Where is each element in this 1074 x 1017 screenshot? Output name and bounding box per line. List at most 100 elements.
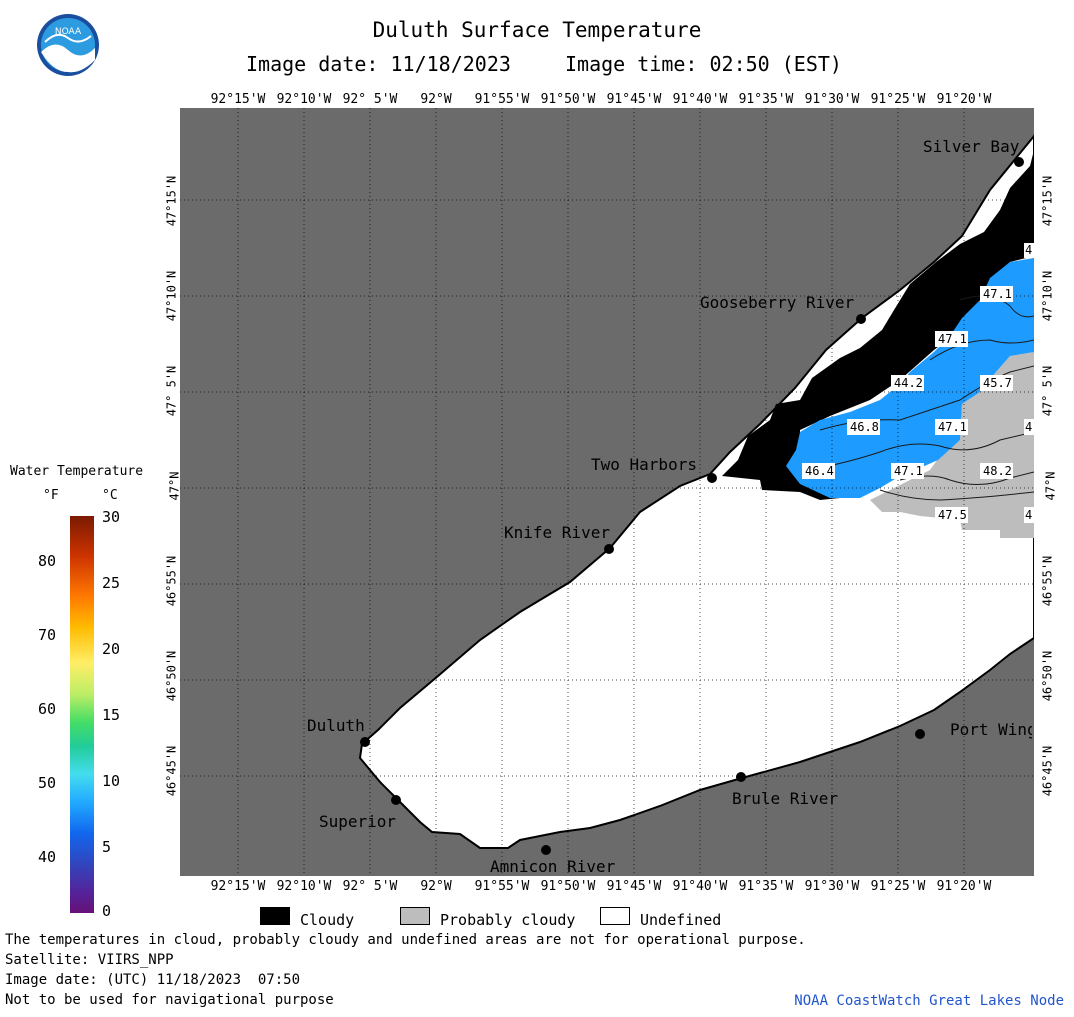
lat-label: 46°55'N [164,555,179,607]
legend-title: Water Temperature [10,464,144,479]
credit-link[interactable]: NOAA CoastWatch Great Lakes Node [794,993,1064,1009]
lon-label: 91°40'W [672,879,728,894]
lon-label: 91°30'W [804,92,860,107]
lat-label: 46°50'N [1040,650,1055,702]
marker-port-wing [915,729,925,739]
lon-label: 91°50'W [540,92,596,107]
temp-value: 44.2 [894,376,923,390]
lat-label: 46°50'N [164,650,179,702]
tick-f: 50 [38,774,57,792]
legend-label-cloudy: Cloudy [300,911,355,929]
lon-label: 91°55'W [474,92,530,107]
place-label-amnicon-river: Amnicon River [490,857,616,876]
lat-label: 47° 5'N [164,365,179,417]
footer-utc-date: Image date: (UTC) 11/18/2023 07:50 [5,972,301,988]
map-panel [180,108,1034,876]
legend-label-probably-cloudy: Probably cloudy [440,911,576,929]
legend-swatch-undefined [600,907,630,925]
image-date: Image date: 11/18/2023 [246,52,511,76]
lon-label: 92°W [420,92,452,107]
lat-label: 47°15'N [164,175,179,227]
temperature-colorbar [70,516,94,913]
lat-label: 47°10'N [1040,270,1055,322]
marker-silver-bay [1014,157,1024,167]
lon-label: 92°W [420,879,452,894]
temp-value: 47.1 [938,420,967,434]
marker-brule-river [736,772,746,782]
place-label-port-wing: Port Wing [950,720,1032,739]
lon-label: 91°50'W [540,879,596,894]
cloudy-area [722,150,1034,500]
temp-value: 47.1 [938,332,967,346]
marker-superior [391,795,401,805]
tick-f: 80 [38,552,57,570]
marker-duluth [360,737,370,747]
lon-label: 91°20'W [936,879,992,894]
lon-label: 91°55'W [474,879,530,894]
lon-label: 92°15'W [210,92,266,107]
place-label-duluth: Duluth [307,716,365,735]
place-label-superior: Superior [319,812,397,831]
lake-area [358,134,1034,849]
legend-label-undefined: Undefined [640,911,722,929]
probably-cloudy-area [870,352,1034,538]
lat-label: 46°55'N [1040,555,1055,607]
place-label-brule-river: Brule River [732,789,838,808]
unit-celsius: °C [102,488,118,503]
tick-f: 60 [38,700,57,718]
temp-value: 47.1 [983,287,1012,301]
lon-label: 92°10'W [276,879,332,894]
place-label-knife-river: Knife River [504,523,610,542]
lon-label: 91°25'W [870,879,926,894]
footer-satellite: Satellite: VIIRS_NPP [5,952,174,968]
footer-nav-note: Not to be used for navigational purpose [5,992,334,1008]
lon-label: 91°45'W [606,92,662,107]
tick-c: 10 [102,772,121,790]
tick-c: 0 [102,902,112,920]
marker-amnicon-river [541,845,551,855]
lon-label: 91°35'W [738,92,794,107]
lon-label: 91°30'W [804,879,860,894]
marker-gooseberry-river [856,314,866,324]
temp-value: 46.8 [850,420,879,434]
temp-value: 47.1 [894,464,923,478]
tick-c: 15 [102,706,121,724]
place-markers [360,157,1024,855]
legend-swatch-cloudy [260,907,290,925]
svg-text:NOAA: NOAA [55,27,82,37]
marker-two-harbors [707,473,717,483]
lon-label: 91°25'W [870,92,926,107]
grid-lines [180,108,1034,876]
lon-label: 91°45'W [606,879,662,894]
lat-label: 47°15'N [1040,175,1055,227]
temp-value: 4 [1025,420,1033,434]
tick-c: 25 [102,574,121,592]
lon-label: 92°15'W [210,879,266,894]
tick-c: 5 [102,838,112,856]
place-label-silver-bay: Silver Bay [923,137,1020,156]
lon-label: 92° 5'W [342,879,398,894]
marker-knife-river [604,544,614,554]
page-title: Duluth Surface Temperature [372,18,702,42]
footer-note-operational: The temperatures in cloud, probably clou… [5,932,806,948]
lat-label: 46°45'N [164,745,179,797]
unit-fahrenheit: °F [43,488,59,503]
lat-label: 47°10'N [164,270,179,322]
lon-label: 91°20'W [936,92,992,107]
lat-label: 46°45'N [1040,745,1055,797]
temp-value: 45.7 [983,376,1012,390]
temp-value: 4 [1025,243,1033,257]
lat-label: 47° 5'N [1040,365,1055,417]
legend-swatch-probably-cloudy [400,907,430,925]
lat-label: 47°N [1043,471,1058,501]
temp-value: 47.5 [938,508,967,522]
temperature-value-boxes [802,243,1034,523]
tick-f: 70 [38,626,57,644]
image-time: Image time: 02:50 (EST) [565,52,842,76]
place-label-gooseberry-river: Gooseberry River [700,293,855,312]
temp-value: 46.4 [805,464,834,478]
lon-label: 91°40'W [672,92,728,107]
tick-f: 40 [38,848,57,866]
lon-label: 92° 5'W [342,92,398,107]
place-label-two-harbors: Two Harbors [591,455,697,474]
